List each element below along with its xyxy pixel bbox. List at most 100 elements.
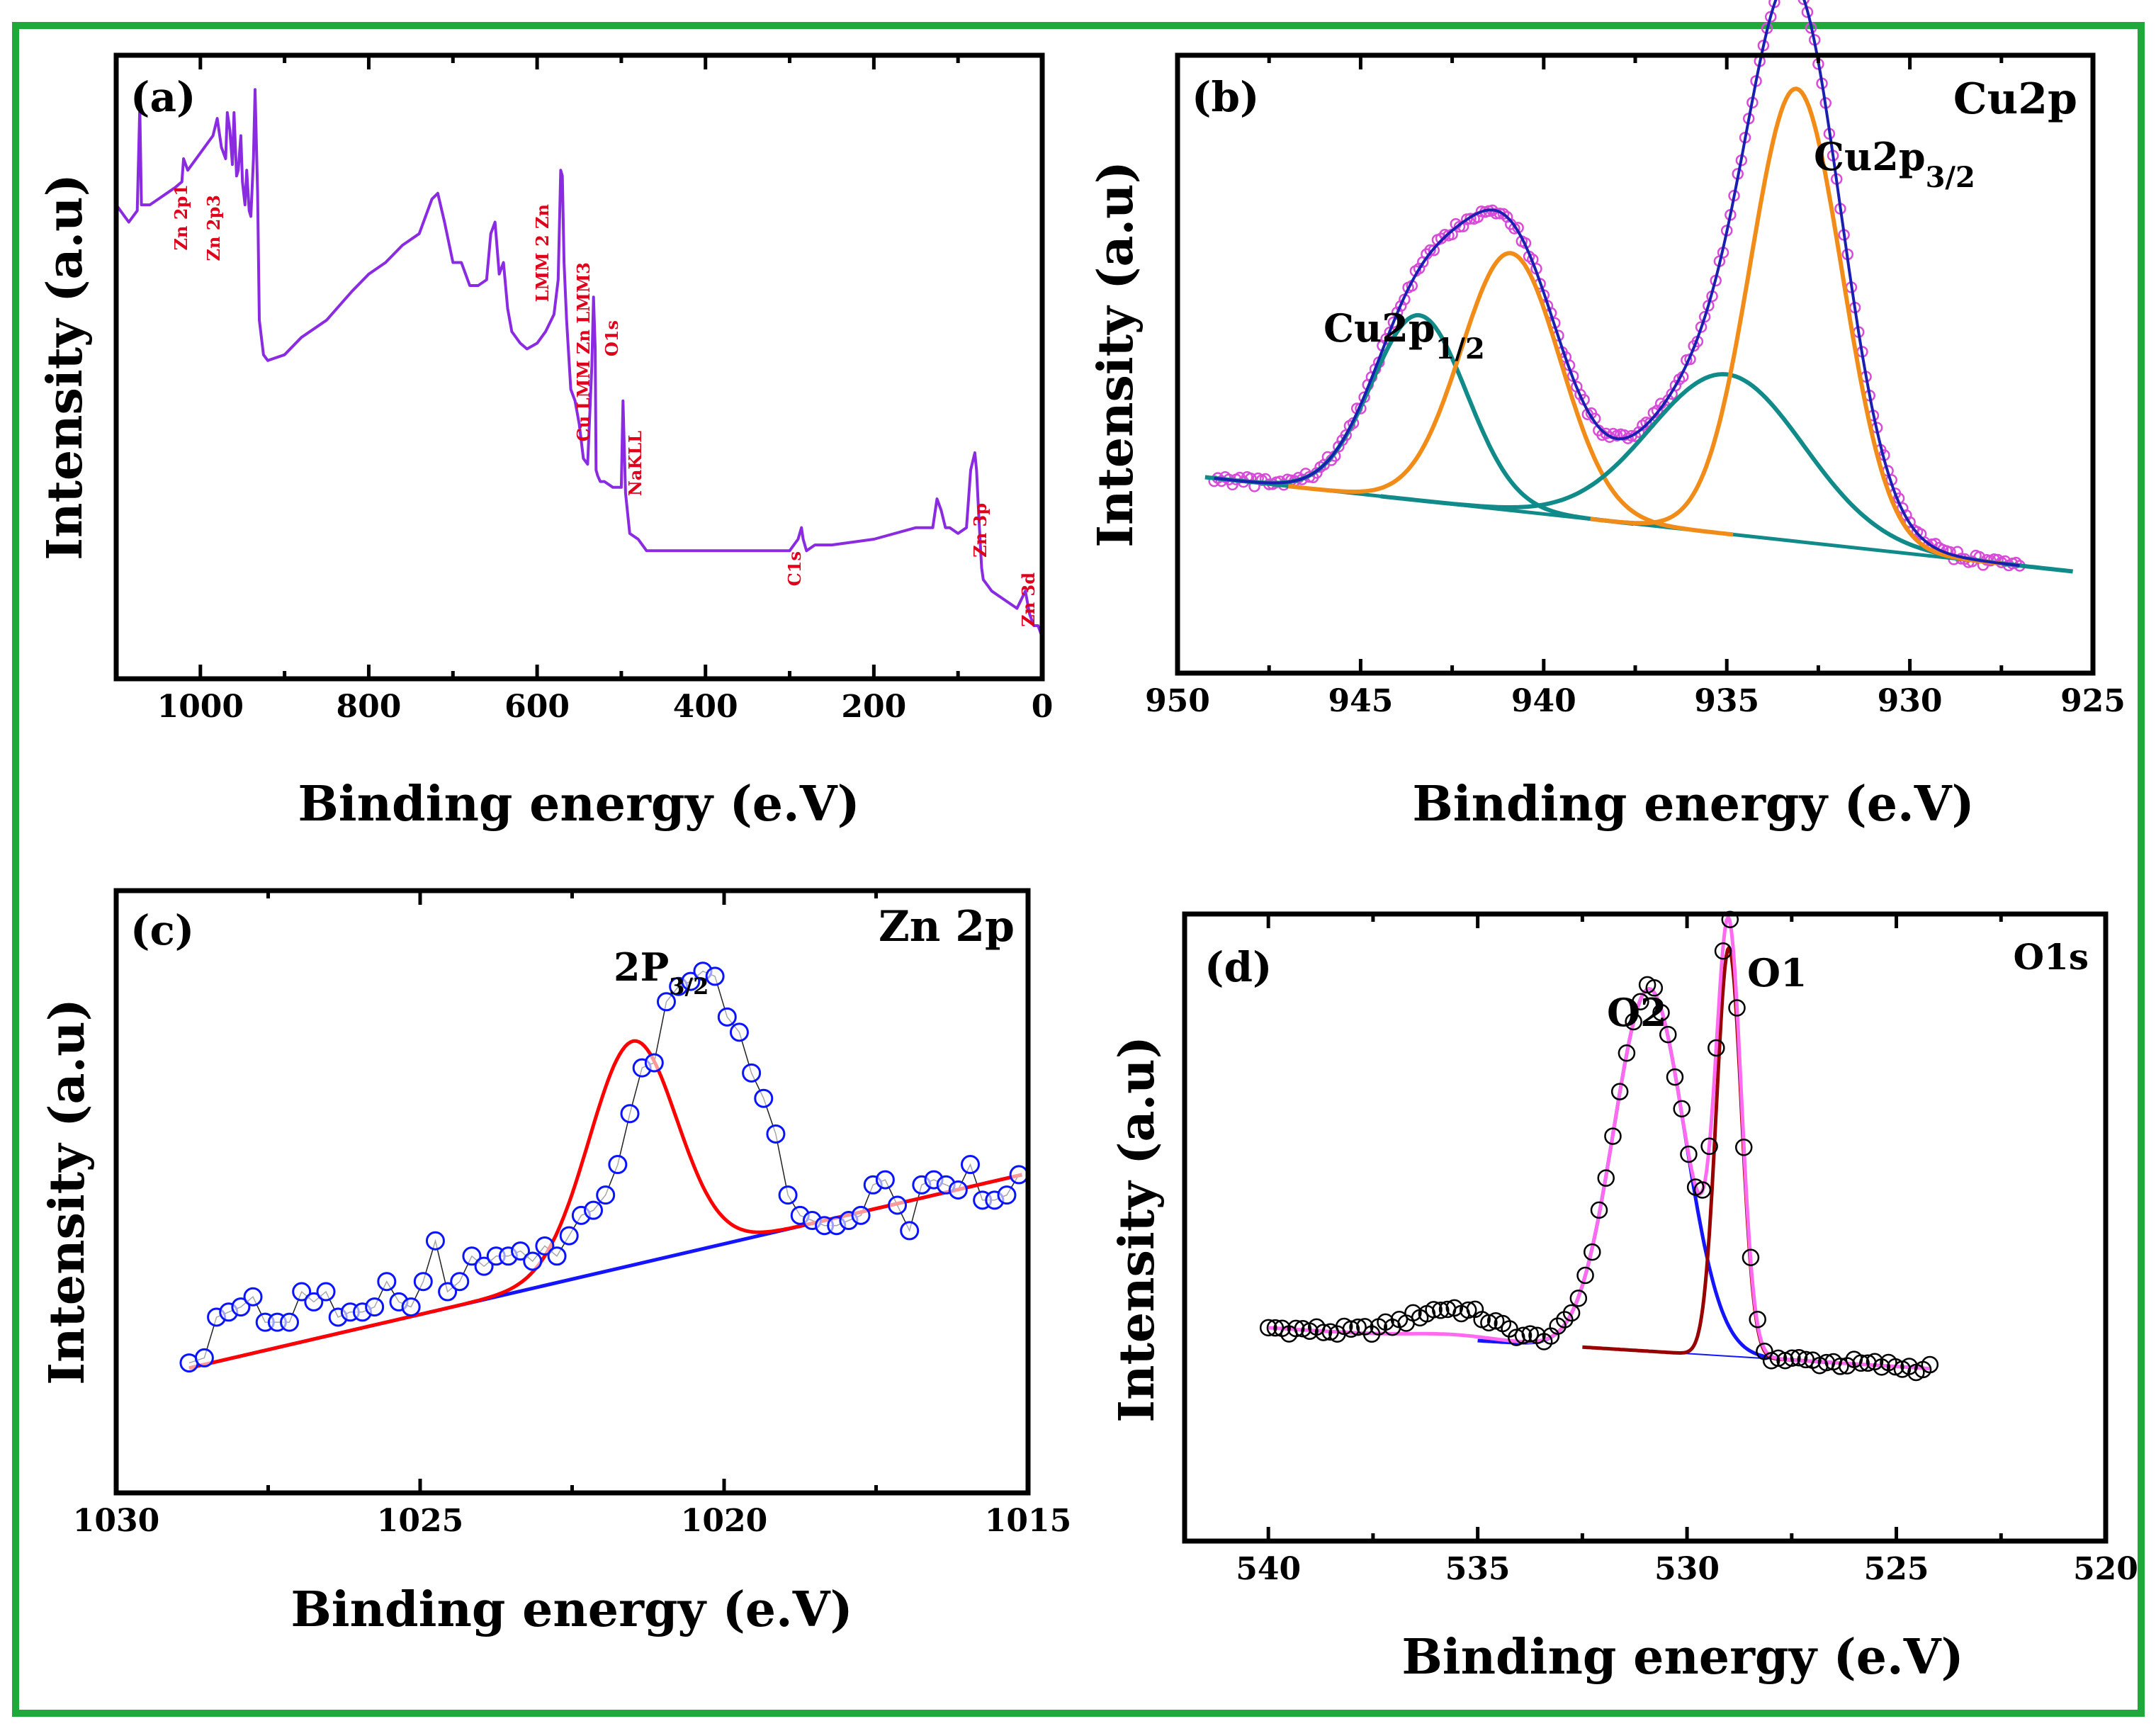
- zn2p-data-point: [778, 1185, 798, 1205]
- o1s-data-point: [1790, 1348, 1808, 1367]
- zn2p-data-point: [462, 1246, 482, 1266]
- cu2p-fit-component-2: [1288, 251, 1734, 537]
- cu2p-data-point: [1435, 232, 1447, 244]
- o1s-data-point: [1886, 1358, 1904, 1376]
- x-tick-label: 540: [1236, 1551, 1301, 1587]
- o1s-data-point: [1610, 1083, 1629, 1100]
- annotation-cu-lmm-zn-lmm3: Cu LMM Zn LMM3: [573, 262, 594, 441]
- zn2p-data-point: [596, 1185, 616, 1205]
- o1s-data-point: [1314, 1324, 1333, 1341]
- x-tick-label: 1025: [377, 1503, 463, 1539]
- annotation-nakll: NaKLL: [625, 431, 645, 496]
- x-tick-label: 600: [504, 689, 570, 725]
- panel-a-plot-area: [115, 88, 1044, 638]
- cu2p-data-point: [1453, 220, 1466, 233]
- x-tick-label: 525: [1864, 1551, 1929, 1587]
- annotation-zn-2p3: Zn 2p3: [203, 195, 224, 261]
- panel-d-frame: [1182, 911, 2109, 1544]
- cu2p-data-point: [1387, 316, 1400, 329]
- zn2p-data-point: [474, 1256, 494, 1276]
- o1s-data-point: [1618, 1044, 1636, 1062]
- o1s-data-point: [1769, 1349, 1788, 1367]
- annotation-zn-3p: Zn 3p: [970, 503, 990, 558]
- o1s-data-point: [1714, 942, 1732, 960]
- zn2p-data-point: [194, 1348, 214, 1367]
- x-tick-label: 1030: [73, 1503, 159, 1539]
- o1s-data-point: [1742, 1248, 1760, 1267]
- panel-d-y-axis-title: Intensity (a.u): [1109, 1036, 1166, 1423]
- annotation-c1s: C1s: [784, 551, 805, 586]
- zn2p-data-point: [717, 1007, 737, 1027]
- cu2p-data-point: [1333, 441, 1345, 453]
- zn2p-data-point: [620, 1104, 640, 1124]
- panel-a-x-ticks: 1000 800 600 400 200 0: [114, 55, 1053, 725]
- panel-b-label: (b): [1192, 73, 1259, 121]
- panel-b-x-ticks: 950 945 940 935 930 925: [1145, 55, 2126, 719]
- annotation-o2: O2: [1607, 990, 1667, 1035]
- zn2p-data-point: [997, 1185, 1017, 1205]
- zn2p-data-point: [401, 1297, 421, 1317]
- x-tick-label: 925: [2060, 683, 2126, 719]
- x-tick-label: 1015: [985, 1503, 1071, 1539]
- survey-spectrum-line: [115, 88, 1044, 638]
- panel-d-x-ticks: 540 535 530 525 520: [1236, 914, 2138, 1587]
- panel-a-frame: [113, 52, 1045, 682]
- zn2p-data-point: [584, 1200, 604, 1220]
- zn2p-data-point: [535, 1236, 555, 1256]
- panel-d-plot-area: [1259, 910, 1939, 1382]
- o1s-data-point: [1645, 979, 1664, 997]
- zn2p-data-point: [365, 1297, 385, 1317]
- cu2p-data-point: [1391, 306, 1404, 319]
- o1s-data-point: [1728, 999, 1746, 1017]
- panel-a-y-axis-title: Intensity (a.u): [37, 174, 94, 560]
- o1s-data-point: [1287, 1319, 1305, 1338]
- panel-d-label: (d): [1204, 943, 1272, 991]
- zn2p-data-point: [438, 1282, 458, 1302]
- zn2p-data-point: [450, 1272, 470, 1292]
- cu2p-data-point: [1618, 429, 1630, 441]
- panel-b-cu2p: (b) Cu2p Cu2p1/2 Cu2p3/2 950 945 940 935 930…: [1088, 0, 2126, 833]
- o1s-data-point: [1632, 993, 1649, 1010]
- o1s-data-point: [1584, 1243, 1601, 1261]
- zn2p-data-point: [656, 992, 676, 1012]
- o1s-data-point: [1673, 1100, 1691, 1118]
- o1s-data-point: [1762, 1352, 1780, 1370]
- cu2p-data-point: [1669, 379, 1682, 392]
- panel-c-plot-area: [179, 961, 1029, 1373]
- cu2p-fit-component-4: [1590, 86, 2003, 566]
- annotation-zn-3d: Zn 3d: [1018, 572, 1039, 627]
- zn2p-data-point: [231, 1297, 251, 1317]
- x-tick-label: 950: [1145, 683, 1210, 719]
- cu2p-data-point: [1394, 300, 1407, 312]
- zn2p-data-point: [547, 1246, 567, 1266]
- cu2p-envelope-line: [1214, 0, 2020, 568]
- o1s-data-point: [1659, 1025, 1677, 1044]
- x-tick-label: 530: [1654, 1551, 1720, 1587]
- x-tick-label: 945: [1328, 683, 1393, 719]
- annotation-o1s: O1s: [602, 320, 622, 356]
- x-tick-label: 535: [1445, 1551, 1511, 1587]
- o1s-data-point: [1514, 1326, 1533, 1345]
- o1s-data-point: [1576, 1266, 1594, 1285]
- o1s-data-point: [1693, 1181, 1712, 1199]
- cu2p-data-point: [1413, 262, 1426, 275]
- zn2p-data-point: [742, 1063, 762, 1083]
- zn2p-data-point: [511, 1241, 531, 1261]
- o1s-data-point: [1459, 1301, 1477, 1319]
- o1s-data-point: [1734, 1139, 1753, 1156]
- zn2p-data-point: [243, 1287, 263, 1307]
- o1s-data-point: [1604, 1127, 1622, 1145]
- x-tick-label: 940: [1511, 683, 1576, 719]
- panel-b-y-axis-title: Intensity (a.u): [1088, 161, 1144, 548]
- figure-border: [12, 22, 2145, 1717]
- o1s-data-point: [1569, 1290, 1588, 1307]
- cu2p-data-point: [1797, 0, 1810, 6]
- zn2p-data-point: [413, 1272, 433, 1292]
- x-tick-label: 200: [841, 689, 906, 725]
- o1s-data-point: [1349, 1318, 1367, 1336]
- o1s-data-point: [1749, 1310, 1766, 1329]
- panel-d-o1s: (d) O1s O2 O1 540 535 530 525 520 Binding en…: [1109, 910, 2138, 1686]
- cu2p-data-point: [1600, 427, 1612, 440]
- o1s-data-point: [1832, 1358, 1849, 1375]
